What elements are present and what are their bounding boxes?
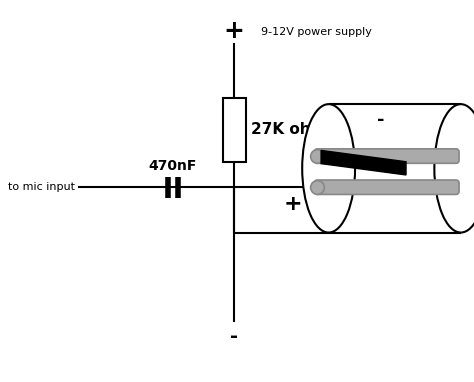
Ellipse shape (434, 104, 474, 233)
Bar (223, 97, 246, 162)
Text: +: + (224, 19, 245, 44)
Ellipse shape (302, 104, 355, 233)
FancyBboxPatch shape (314, 180, 459, 194)
Bar (328, 104, 461, 233)
Text: -: - (230, 327, 238, 346)
FancyBboxPatch shape (314, 149, 459, 163)
Text: 470nF: 470nF (149, 159, 197, 173)
Text: +: + (283, 194, 302, 214)
Text: to mic input: to mic input (8, 182, 75, 192)
Polygon shape (321, 151, 406, 175)
Text: -: - (377, 111, 384, 129)
Text: 9-12V power supply: 9-12V power supply (261, 28, 372, 37)
Text: 27K ohm: 27K ohm (251, 122, 327, 137)
